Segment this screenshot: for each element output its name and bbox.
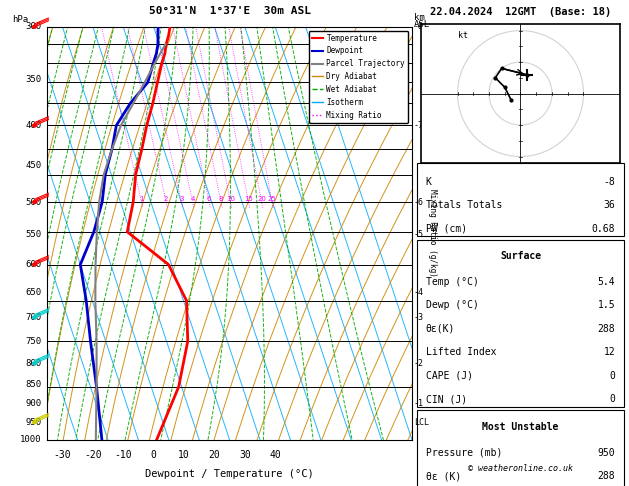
Text: Temp (°C): Temp (°C)	[426, 277, 479, 287]
Text: θε (K): θε (K)	[426, 471, 461, 481]
Legend: Temperature, Dewpoint, Parcel Trajectory, Dry Adiabat, Wet Adiabat, Isotherm, Mi: Temperature, Dewpoint, Parcel Trajectory…	[309, 31, 408, 122]
Bar	[417, 411, 624, 486]
Text: -5: -5	[414, 230, 424, 239]
Text: 6: 6	[207, 196, 211, 202]
Text: Dewp (°C): Dewp (°C)	[426, 300, 479, 311]
Bar	[417, 163, 624, 237]
Text: 0.68: 0.68	[592, 224, 615, 234]
Text: 750: 750	[26, 337, 42, 346]
Text: 20: 20	[257, 196, 266, 202]
Text: 5.4: 5.4	[598, 277, 615, 287]
Text: ASL: ASL	[414, 20, 430, 29]
Text: 25: 25	[268, 196, 276, 202]
Text: 1000: 1000	[20, 435, 42, 444]
Text: 950: 950	[26, 418, 42, 427]
Text: 288: 288	[598, 471, 615, 481]
Text: 40: 40	[269, 450, 281, 460]
Text: -20: -20	[84, 450, 102, 460]
Text: -3: -3	[414, 313, 424, 322]
Text: LCL: LCL	[414, 418, 429, 427]
Text: 50°31'N  1°37'E  30m ASL: 50°31'N 1°37'E 30m ASL	[148, 6, 311, 17]
Text: 600: 600	[26, 260, 42, 269]
Text: -4: -4	[414, 288, 424, 296]
Text: 350: 350	[26, 75, 42, 84]
Text: 450: 450	[26, 161, 42, 171]
Text: 10: 10	[226, 196, 235, 202]
Bar	[417, 240, 624, 407]
Text: Most Unstable: Most Unstable	[482, 422, 559, 432]
Text: km: km	[414, 13, 425, 22]
Text: 700: 700	[26, 313, 42, 322]
Text: -2: -2	[414, 359, 424, 368]
Text: 30: 30	[239, 450, 251, 460]
Text: Pressure (mb): Pressure (mb)	[426, 448, 502, 458]
Text: 36: 36	[604, 200, 615, 210]
Text: 4: 4	[191, 196, 195, 202]
Text: CIN (J): CIN (J)	[426, 395, 467, 404]
Text: 850: 850	[26, 380, 42, 389]
Text: Totals Totals: Totals Totals	[426, 200, 502, 210]
Text: 10: 10	[178, 450, 190, 460]
Text: 22.04.2024  12GMT  (Base: 18): 22.04.2024 12GMT (Base: 18)	[430, 7, 611, 17]
Text: PW (cm): PW (cm)	[426, 224, 467, 234]
Text: 3: 3	[179, 196, 184, 202]
Text: -30: -30	[53, 450, 71, 460]
Text: 288: 288	[598, 324, 615, 334]
Text: 550: 550	[26, 230, 42, 239]
Text: 1.5: 1.5	[598, 300, 615, 311]
Text: 2: 2	[164, 196, 169, 202]
Text: kt: kt	[457, 31, 467, 39]
Text: -10: -10	[114, 450, 132, 460]
Text: 900: 900	[26, 399, 42, 408]
Text: 650: 650	[26, 288, 42, 296]
Text: 400: 400	[26, 121, 42, 130]
Text: 950: 950	[598, 448, 615, 458]
Text: -8: -8	[414, 22, 424, 31]
Text: 0: 0	[610, 371, 615, 381]
Text: -1: -1	[414, 399, 424, 408]
Text: -7: -7	[414, 121, 424, 130]
Text: K: K	[426, 176, 431, 187]
Text: 0: 0	[150, 450, 157, 460]
Text: Surface: Surface	[500, 251, 541, 261]
Text: 0: 0	[610, 395, 615, 404]
Text: 300: 300	[26, 22, 42, 31]
Text: 20: 20	[208, 450, 220, 460]
Text: Mixing Ratio (g/kg): Mixing Ratio (g/kg)	[428, 190, 437, 277]
Text: CAPE (J): CAPE (J)	[426, 371, 472, 381]
Text: Dewpoint / Temperature (°C): Dewpoint / Temperature (°C)	[145, 469, 314, 479]
Text: 15: 15	[244, 196, 253, 202]
Text: θε(K): θε(K)	[426, 324, 455, 334]
Text: 1: 1	[139, 196, 144, 202]
Text: Lifted Index: Lifted Index	[426, 347, 496, 358]
Text: -8: -8	[604, 176, 615, 187]
Text: 500: 500	[26, 197, 42, 207]
Text: hPa: hPa	[13, 15, 29, 24]
Text: -6: -6	[414, 197, 424, 207]
Text: © weatheronline.co.uk: © weatheronline.co.uk	[468, 464, 573, 473]
Text: 800: 800	[26, 359, 42, 368]
Text: 12: 12	[604, 347, 615, 358]
Text: 8: 8	[219, 196, 223, 202]
